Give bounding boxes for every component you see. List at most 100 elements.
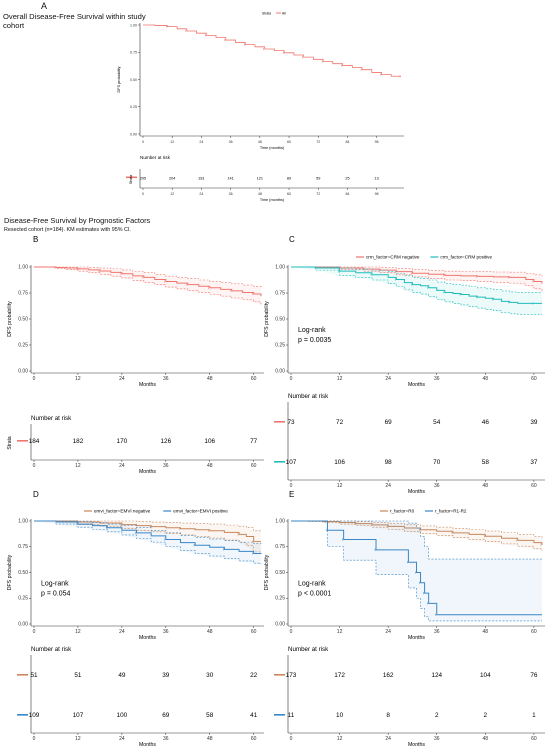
x-tick-label: 48	[483, 376, 489, 382]
risk-x-tick-label: 12	[75, 736, 81, 742]
y-axis-label: DFS probability	[7, 301, 13, 337]
risk-y-label: Strata	[129, 175, 133, 185]
x-tick-label: 48	[483, 629, 489, 635]
risk-x-tick-label: 36	[434, 483, 440, 489]
ci-upper-line-1	[291, 266, 543, 277]
risk-count: 184	[29, 438, 40, 445]
x-axis-label: Months	[408, 382, 425, 388]
y-tick-label: 0.25	[18, 342, 28, 348]
x-tick-label: 60	[531, 629, 537, 635]
y-tick-label: 1.00	[18, 518, 28, 524]
survival-curve-2	[291, 266, 542, 304]
section-subtitle: Resected cohort (n=184). KM estimates wi…	[4, 227, 131, 233]
risk-count: 98	[385, 459, 393, 466]
x-tick-label: 36	[163, 629, 169, 635]
x-tick-label: 60	[251, 629, 257, 635]
y-tick-label: 0.75	[275, 290, 285, 296]
risk-table-title: Number at risk	[31, 646, 72, 653]
y-tick-label: 1.00	[18, 264, 28, 270]
risk-x-tick-label: 60	[251, 736, 257, 742]
survival-curve-2	[291, 520, 542, 616]
y-tick-label: 0.50	[130, 78, 137, 82]
risk-x-tick-label: 0	[142, 192, 144, 196]
survival-curve-1	[34, 266, 262, 297]
panel-a-title-line2: cohort	[3, 21, 25, 30]
risk-x-tick-label: 60	[531, 483, 537, 489]
risk-row-key	[274, 674, 285, 676]
x-tick-label: 24	[385, 376, 391, 382]
x-tick-label: 0	[290, 376, 293, 382]
risk-row-key	[274, 714, 285, 716]
y-tick-label: 0.00	[130, 132, 137, 136]
risk-x-tick-label: 60	[287, 192, 291, 196]
ci-lower-line-2	[291, 520, 542, 622]
risk-x-tick-label: 12	[170, 192, 174, 196]
risk-count: 106	[204, 438, 215, 445]
x-tick-label: 24	[199, 140, 203, 144]
risk-count: 89	[287, 177, 291, 181]
risk-x-axis-label: Months	[408, 489, 425, 495]
survival-curve-1	[143, 24, 401, 77]
y-tick-label: 0.00	[275, 621, 285, 627]
risk-y-label: Strata	[7, 436, 13, 450]
y-tick-label: 0.25	[130, 105, 137, 109]
risk-x-tick-label: 24	[119, 736, 125, 742]
y-tick-label: 0.00	[18, 621, 28, 627]
risk-count: 109	[29, 712, 40, 719]
y-tick-label: 0.50	[275, 570, 285, 576]
logrank-label: Log-rank	[298, 580, 326, 587]
ci-lower-line-1	[34, 520, 261, 553]
risk-x-tick-label: 48	[207, 736, 213, 742]
risk-count: 73	[287, 419, 295, 426]
x-tick-label: 48	[207, 629, 213, 635]
risk-count: 37	[530, 459, 538, 466]
risk-count: 162	[383, 672, 394, 679]
risk-count: 69	[162, 712, 170, 719]
risk-x-tick-label: 36	[434, 736, 440, 742]
risk-count: 54	[433, 419, 441, 426]
risk-row-key	[274, 461, 285, 463]
risk-count: 49	[118, 672, 126, 679]
risk-count: 107	[286, 459, 297, 466]
risk-count: 106	[334, 459, 345, 466]
risk-count: 39	[162, 672, 170, 679]
risk-x-tick-label: 0	[33, 463, 36, 469]
legend-label: r_factor=R1-R2	[435, 509, 467, 514]
ci-lower-line-2	[34, 520, 262, 565]
y-axis-label: DFS probability	[264, 301, 270, 337]
x-tick-label: 12	[337, 376, 343, 382]
panel-letter: C	[289, 235, 295, 244]
y-tick-label: 1.00	[275, 518, 285, 524]
ci-upper-line-2	[34, 520, 262, 545]
ci-lower-line-1	[291, 266, 543, 292]
risk-count: 51	[74, 672, 82, 679]
panel-letter: E	[289, 490, 294, 499]
risk-x-tick-label: 48	[207, 463, 213, 469]
y-tick-label: 0.75	[130, 51, 137, 55]
risk-x-tick-label: 48	[483, 483, 489, 489]
risk-count: 22	[250, 672, 258, 679]
risk-x-tick-label: 24	[385, 736, 391, 742]
x-tick-label: 84	[345, 140, 349, 144]
risk-table-title: Number at risk	[288, 393, 329, 400]
y-tick-label: 0.25	[275, 596, 285, 602]
panel-a-letter: A	[41, 1, 48, 11]
x-tick-label: 60	[531, 376, 537, 382]
risk-count: 13	[375, 177, 379, 181]
logrank-label: Log-rank	[41, 580, 69, 587]
risk-count: 204	[169, 177, 175, 181]
risk-x-tick-label: 60	[251, 463, 257, 469]
x-tick-label: 12	[337, 629, 343, 635]
y-axis-label: DFS probability	[7, 554, 13, 590]
ci-upper-line-2	[291, 266, 542, 293]
survival-curve-1	[291, 520, 543, 545]
legend-label: crm_factor=CRM positive	[440, 255, 492, 260]
panel-e-chart: E0.000.250.500.751.000 12 24 36 48 60MonthsDF…	[264, 490, 545, 747]
section-title: Disease-Free Survival by Prognostic Fact…	[4, 216, 151, 225]
ci-band-2	[34, 521, 261, 565]
p-value-label: p = 0.054	[41, 590, 70, 597]
y-tick-label: 0.75	[18, 544, 28, 550]
risk-row-key	[17, 674, 28, 676]
y-tick-label: 0.50	[18, 570, 28, 576]
risk-x-tick-label: 0	[33, 736, 36, 742]
